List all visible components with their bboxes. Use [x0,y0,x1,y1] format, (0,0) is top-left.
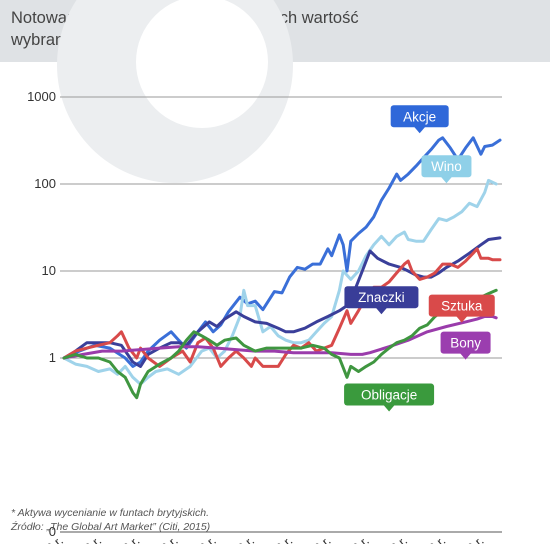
callout-box [428,294,495,317]
callout-pointer [440,176,453,184]
callout-label: Znaczki [358,290,405,305]
y-tick-label-0: 0 [49,524,56,539]
x-tick-label-2000: 2000 r. [410,534,448,544]
series-line-wino [62,178,498,386]
series-line-akcje [62,136,502,368]
callout-label: Wino [431,159,462,174]
callout-box [440,331,491,354]
callout-sztuka: Sztuka [428,294,495,323]
y-tick-label-100: 100 [34,176,56,191]
series-lines [62,136,502,400]
series-line-bony [62,315,498,360]
x-tick-label-1960: 1960 r. [257,534,295,544]
callout-box [344,383,435,406]
source-note: Źródło: „The Global Art Market” (Citi, 2… [11,521,211,533]
x-tick-label-1940: 1940 r. [181,534,219,544]
x-axis-labels: 1900 r.1910 r.1920 r.1930 r.1940 r.1950 … [28,534,487,544]
x-tick-label-1990: 1990 r. [372,534,410,544]
x-tick-label-1930: 1930 r. [142,534,180,544]
callout-label: Akcje [403,109,436,124]
callout-label: Sztuka [441,299,483,314]
x-tick-label-1910: 1910 r. [66,534,104,544]
footnotes: * Aktywa wycenianie w funtach brytyjskic… [11,506,210,534]
series-line-obligacje [62,288,498,400]
callout-obligacje: Obligacje [344,383,435,412]
callout-pointer [413,126,426,134]
callout-box [344,286,419,309]
callout-pointer [455,315,468,323]
x-tick-label-1980: 1980 r. [334,534,372,544]
x-tick-label-1950: 1950 r. [219,534,257,544]
x-tick-label-1970: 1970 r. [295,534,333,544]
callout-box [421,155,472,178]
watermark-ring-inner [136,0,268,128]
callout-pointer [383,404,396,412]
callout-bony: Bony [440,331,491,360]
callout-pointer [375,307,388,315]
callout-label: Obligacje [361,388,417,403]
callout-wino: Wino [421,155,472,184]
grid-lines [60,96,502,533]
x-tick-label-1920: 1920 r. [104,534,142,544]
callout-pointer [459,352,472,360]
y-tick-label-10: 10 [42,263,56,278]
y-tick-label-1000: 1000 [27,89,56,104]
x-tick-label-1900: 1900 r. [28,534,66,544]
footnote-currency: * Aktywa wycenianie w funtach brytyjskic… [11,507,210,519]
callout-label: Bony [450,336,481,351]
callout-znaczki: Znaczki [344,286,419,315]
y-tick-label-1: 1 [49,350,56,365]
x-tick-label-2010: 2010 r. [448,534,486,544]
decorative-logo-watermark [57,0,293,183]
callout-box [390,105,449,128]
series-callouts: Akcje Wino Znaczki Sztuka Bony Obligacje [344,105,495,412]
callout-akcje: Akcje [390,105,449,134]
